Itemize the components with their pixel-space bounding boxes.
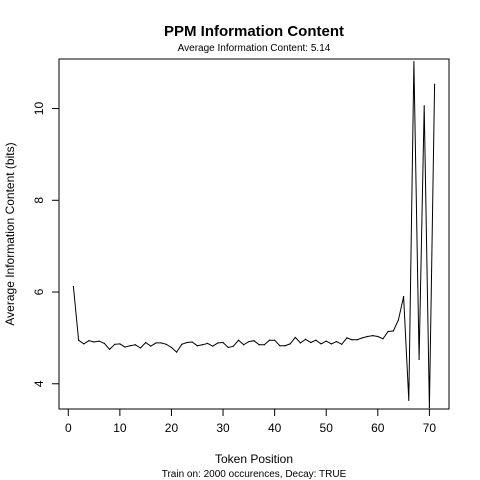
data-point (310, 341, 312, 344)
data-point (78, 339, 80, 341)
data-point (413, 61, 415, 63)
data-point (341, 343, 343, 345)
data-point (201, 344, 204, 346)
data-point (227, 346, 229, 349)
data-point (253, 340, 255, 342)
data-point (160, 342, 162, 344)
chart-title: PPM Information Content (164, 23, 344, 40)
data-point (98, 340, 100, 342)
x-tick-label: 70 (423, 421, 437, 435)
x-tick-label: 60 (371, 421, 385, 435)
y-axis: 4 6 8 10 (32, 102, 60, 387)
plot-frame (58, 58, 450, 410)
data-point (325, 340, 327, 342)
data-point (299, 342, 302, 344)
data-point (346, 337, 348, 339)
x-axis-label: Token Position (215, 452, 293, 466)
data-point (372, 335, 374, 337)
data-point (124, 346, 126, 348)
data-point (382, 338, 384, 340)
x-tick-label: 20 (165, 421, 179, 435)
data-point (351, 339, 353, 341)
data-point (428, 407, 430, 409)
data-point (279, 345, 281, 347)
data-point (330, 343, 332, 345)
x-tick-label: 50 (320, 421, 334, 435)
data-point (72, 285, 75, 288)
data-point (181, 343, 183, 345)
data-point (433, 83, 436, 85)
data-points (72, 61, 436, 409)
data-point (119, 343, 121, 345)
data-point (217, 342, 219, 344)
data-point (237, 339, 240, 341)
data-point (268, 339, 271, 341)
data-point (176, 351, 178, 353)
x-tick-label: 10 (113, 421, 127, 435)
data-point (232, 345, 234, 347)
data-point (150, 345, 152, 347)
data-point (356, 339, 358, 341)
data-point (418, 358, 420, 361)
data-point (165, 343, 167, 345)
data-point (397, 319, 400, 321)
x-tick-label: 30 (216, 421, 230, 435)
data-point (186, 341, 188, 344)
data-point (114, 343, 116, 345)
data-point (103, 342, 105, 345)
chart-subtitle: Average Information Content: 5.14 (178, 43, 331, 54)
data-point (258, 344, 260, 346)
data-point (222, 341, 224, 344)
x-axis: 0 10 20 30 40 50 60 70 (65, 408, 437, 435)
x-tick-label: 40 (268, 421, 282, 435)
data-point (134, 344, 136, 346)
data-point (243, 344, 245, 346)
data-point (284, 345, 286, 347)
data-point (145, 341, 147, 344)
y-tick-label: 8 (32, 197, 46, 204)
data-point (320, 343, 322, 345)
data-point (274, 339, 276, 341)
x-tick-label: 0 (65, 421, 72, 435)
data-point (248, 340, 250, 343)
y-tick-label: 10 (32, 102, 46, 116)
data-point (403, 296, 405, 298)
y-tick-label: 4 (32, 380, 46, 387)
y-tick-label: 6 (32, 288, 46, 295)
data-point (315, 339, 317, 341)
data-point (83, 343, 85, 345)
data-point (304, 338, 307, 340)
data-point (196, 345, 198, 347)
series-line (72, 61, 436, 408)
data-point (377, 335, 379, 338)
data-point (423, 105, 425, 107)
data-point (392, 330, 394, 332)
data-point (361, 337, 363, 339)
data-point (191, 341, 193, 343)
data-point (294, 336, 296, 339)
data-point (335, 340, 338, 343)
data-point (155, 342, 157, 344)
data-point (129, 345, 131, 347)
data-point (93, 341, 95, 343)
data-point (108, 348, 111, 350)
data-point (289, 343, 291, 345)
chart-footnote: Train on: 2000 occurences, Decay: TRUE (162, 469, 347, 480)
data-point (387, 330, 389, 333)
data-point (88, 340, 90, 342)
data-point (366, 335, 369, 338)
data-point (139, 347, 142, 349)
data-point (170, 346, 173, 349)
data-point (408, 399, 410, 401)
data-point (263, 344, 265, 346)
y-axis-label: Average Information Content (bits) (3, 142, 17, 325)
data-point (212, 345, 214, 347)
data-point (206, 342, 209, 345)
